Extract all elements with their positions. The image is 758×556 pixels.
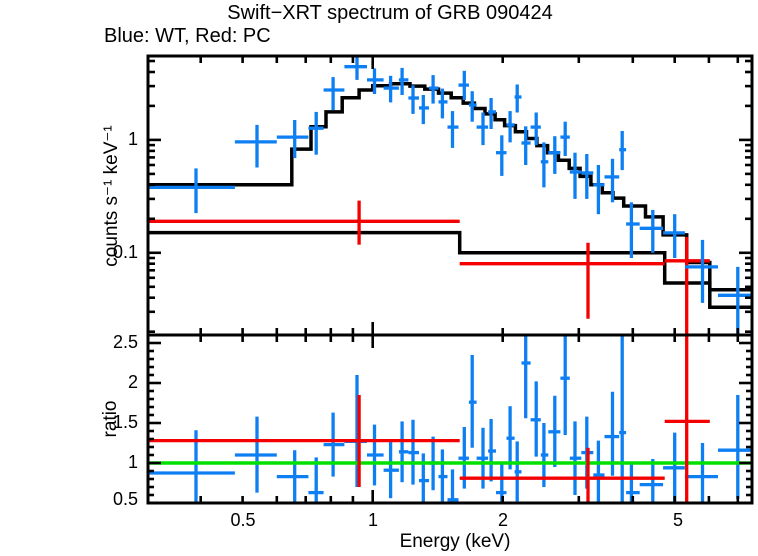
top-panel-data [148,56,752,335]
top-y-tick-label-1: 1 [127,129,138,149]
panel-frames [146,54,754,505]
x-axis-label: Energy (keV) [399,531,511,552]
axis-ticks [148,56,752,505]
chart-title: Swift−XRT spectrum of GRB 090424 [227,2,553,24]
ratio-panel-data [148,335,752,503]
ratio-tick-label-2p5: 2.5 [112,332,138,352]
chart-legend-subtitle: Blue: WT, Red: PC [104,25,271,47]
x-tick-label-0p5: 0.5 [230,510,256,530]
ratio-tick-label-2: 2 [127,372,138,392]
ratio-tick-label-1: 1 [127,452,138,472]
ratio-tick-label-1p5: 1.5 [112,412,138,432]
model-step-line [148,230,752,309]
x-tick-label-1: 1 [367,510,378,530]
x-tick-label-5: 5 [672,510,683,530]
top-y-tick-label-0p1: 0.1 [112,242,138,262]
model-step-line [148,81,752,292]
y-axis-label-counts: counts s⁻¹ keV⁻¹ [101,125,122,267]
ratio-tick-label-0p5: 0.5 [112,489,138,509]
x-tick-label-2: 2 [497,510,508,530]
